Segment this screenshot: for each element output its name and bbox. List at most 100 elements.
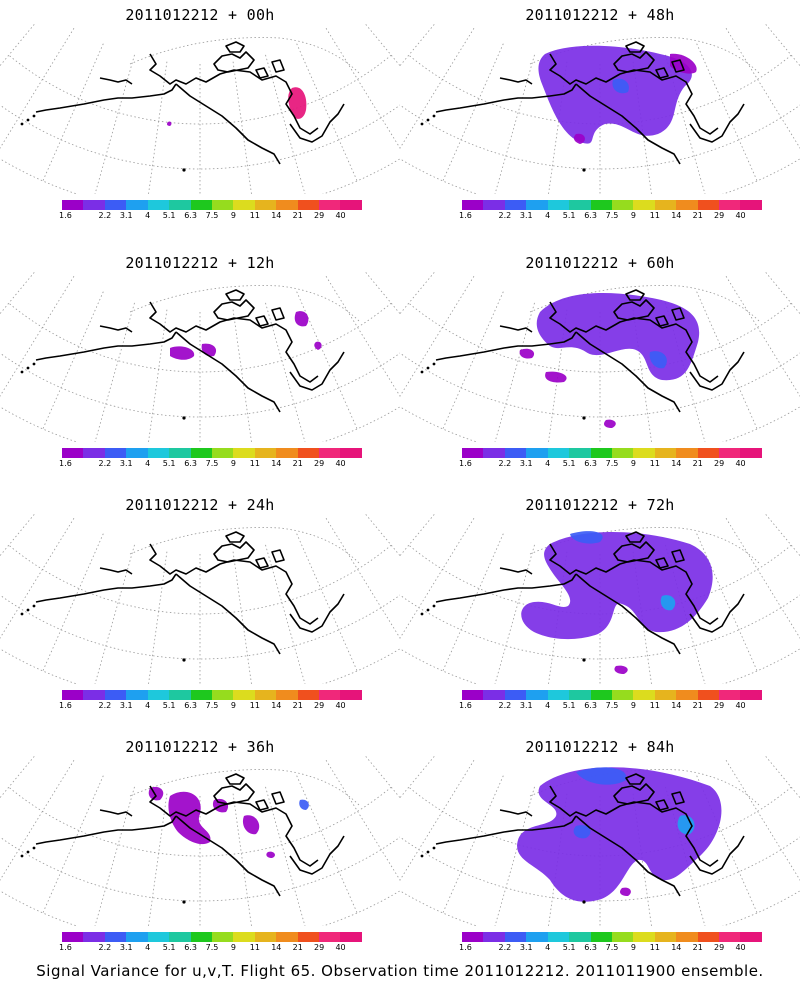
colorbar-swatches: [462, 200, 762, 210]
colorbar-tick-label: 7.5: [605, 701, 619, 710]
colorbar-swatch: [633, 690, 655, 700]
coastline: [625, 531, 645, 543]
colorbar-tick-label: 6.3: [584, 943, 597, 952]
variance-region: [536, 293, 700, 381]
colorbar-labels: 1.6 2.2 3.1 4 5.1 6.3 7.5 9 11 14 21 29 40: [459, 701, 762, 711]
latitude-gridline: [0, 836, 400, 902]
colorbar-swatch: [676, 448, 698, 458]
longitude-gridline: [0, 24, 36, 67]
longitude-gridline: [400, 514, 436, 557]
longitude-gridline: [764, 24, 800, 67]
longitude-gridline: [265, 54, 306, 194]
colorbar-legend: 1.6 2.2 3.1 4 5.1 6.3 7.5 9 11 14 21 29 40: [459, 690, 762, 712]
colorbar-swatch: [654, 932, 677, 942]
colorbar-swatch: [190, 200, 212, 210]
coastline: [271, 307, 285, 321]
colorbar-swatch: [526, 690, 548, 700]
variance-region: [201, 343, 217, 357]
colorbar-swatch: [147, 690, 170, 700]
longitude-gridline: [148, 551, 168, 684]
colorbar-tick-label: 2.2: [498, 701, 512, 710]
colorbar-swatch: [319, 690, 341, 700]
colorbar-tick-label: 6.3: [184, 459, 197, 468]
coastline: [225, 41, 245, 53]
colorbar-tick-label: 21: [692, 701, 703, 710]
coastline: [625, 289, 645, 301]
colorbar-tick-label: 1.6: [59, 701, 72, 710]
variance-region: [168, 791, 211, 845]
variance-region: [519, 348, 535, 359]
longitude-gridline: [42, 533, 104, 672]
colorbar-tick-label: 9: [230, 701, 236, 710]
colorbar-swatch: [633, 448, 655, 458]
colorbar-swatches: [62, 932, 362, 942]
island-marker: [582, 168, 586, 172]
polar-map: [0, 272, 400, 442]
colorbar-tick-label: 14: [671, 459, 682, 468]
colorbar-swatches: [462, 932, 762, 942]
colorbar-swatches: [62, 690, 362, 700]
colorbar-tick-label: 2.2: [98, 701, 112, 710]
longitude-gridline: [42, 43, 104, 182]
colorbar-swatch: [697, 690, 720, 700]
colorbar-swatch: [719, 200, 741, 210]
colorbar-tick-label: 4: [545, 459, 551, 468]
coastline: [499, 325, 533, 333]
coastline: [499, 567, 533, 575]
figure-caption: Signal Variance for u,v,T. Flight 65. Ob…: [36, 962, 764, 980]
colorbar-legend: 1.6 2.2 3.1 4 5.1 6.3 7.5 9 11 14 21 29 40: [59, 448, 362, 470]
longitude-gridline: [764, 272, 800, 315]
longitude-gridline: [400, 276, 475, 397]
longitude-gridline: [364, 272, 400, 315]
variance-region: [166, 121, 172, 126]
longitude-gridline: [42, 775, 104, 914]
colorbar-legend: 1.6 2.2 3.1 4 5.1 6.3 7.5 9 11 14 21 29 40: [59, 690, 362, 712]
colorbar-swatch: [340, 200, 362, 210]
longitude-gridline: [265, 302, 306, 442]
coastline: [289, 835, 345, 875]
colorbar-tick-label: 6.3: [584, 701, 597, 710]
island-marker: [182, 416, 186, 420]
coastline: [99, 567, 133, 575]
colorbar-tick-label: 40: [735, 943, 746, 952]
latitude-gridline: [0, 158, 400, 194]
latitude-gridline: [400, 836, 800, 902]
coastline: [575, 83, 681, 165]
colorbar-labels: 1.6 2.2 3.1 4 5.1 6.3 7.5 9 11 14 21 29 40: [59, 943, 362, 953]
longitude-gridline: [232, 309, 252, 442]
colorbar-swatch: [104, 448, 127, 458]
colorbar-swatch: [233, 932, 255, 942]
panel-title: 2011012212 + 24h: [125, 496, 275, 514]
colorbar-swatch: [211, 932, 234, 942]
coastline: [435, 83, 577, 113]
colorbar-swatch: [590, 932, 612, 942]
coastline: [435, 331, 577, 361]
colorbar-swatch: [654, 690, 677, 700]
island-marker: [182, 168, 186, 172]
colorbar-swatch: [569, 690, 591, 700]
latitude-gridline: [0, 594, 400, 660]
island-marker: [32, 362, 36, 366]
colorbar-swatch: [254, 448, 277, 458]
colorbar-swatch: [83, 690, 105, 700]
colorbar-swatch: [211, 690, 234, 700]
map-panel-60h: 2011012212 + 60h 1.6 2.2 3.1 4 5.1 6.3 7.5 9 11 14…: [400, 248, 800, 488]
colorbar-tick-label: 3.1: [119, 943, 133, 952]
variance-region: [266, 851, 275, 858]
colorbar-swatch: [676, 932, 698, 942]
colorbar-tick-label: 3.1: [519, 211, 533, 220]
map-panel-72h: 2011012212 + 72h 1.6 2.2 3.1 4 5.1 6.3 7.5 9 11 14…: [400, 490, 800, 730]
colorbar-swatches: [62, 200, 362, 210]
coastline: [271, 791, 285, 805]
colorbar-swatch: [126, 932, 148, 942]
colorbar-swatch: [654, 200, 677, 210]
longitude-gridline: [764, 756, 800, 799]
latitude-gridline: [400, 158, 800, 194]
colorbar-swatch: [697, 932, 720, 942]
map-panel-24h: 2011012212 + 24h 1.6 2.2 3.1 4 5.1 6.3 7.5 9 11 14…: [0, 490, 400, 730]
longitude-gridline: [696, 291, 758, 430]
colorbar-swatch: [233, 448, 255, 458]
variance-region: [573, 133, 585, 144]
variance-region: [242, 815, 260, 835]
colorbar-tick-label: 14: [271, 211, 282, 220]
